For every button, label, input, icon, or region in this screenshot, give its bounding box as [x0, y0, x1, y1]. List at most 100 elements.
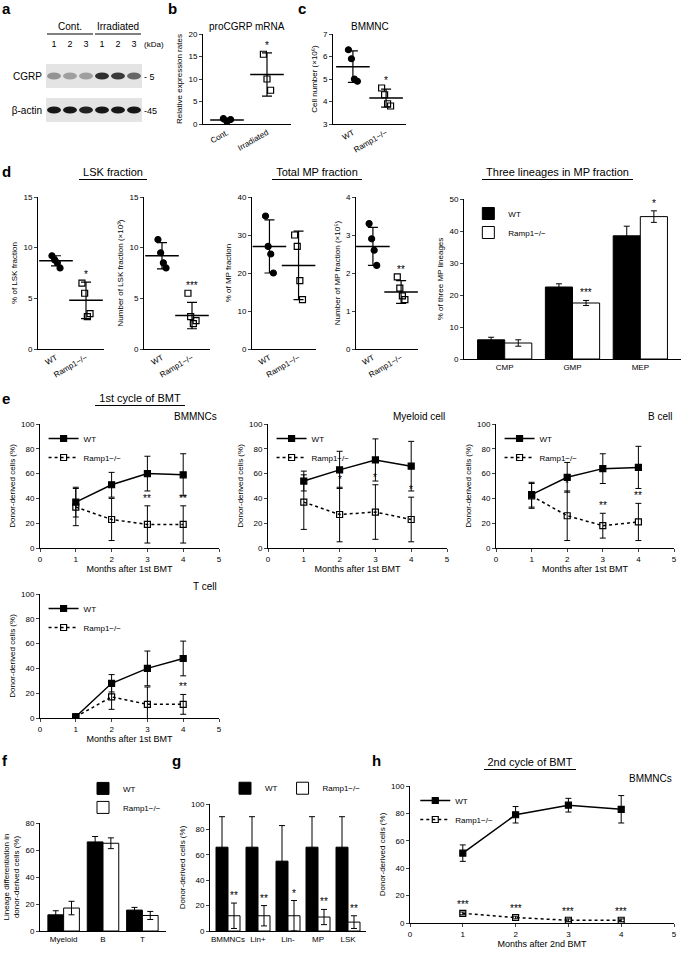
svg-text:Number of LSK fraction (×10³): Number of LSK fraction (×10³): [116, 219, 125, 326]
svg-text:20: 20: [195, 901, 204, 910]
svg-text:30: 30: [237, 231, 246, 240]
svg-text:5: 5: [217, 555, 222, 564]
svg-text:***: ***: [457, 899, 469, 910]
svg-text:2: 2: [115, 39, 120, 49]
svg-text:*: *: [409, 484, 413, 495]
svg-text:5: 5: [134, 294, 139, 303]
svg-text:50: 50: [449, 195, 458, 204]
svg-text:Months after 1st BMT: Months after 1st BMT: [86, 564, 173, 574]
svg-text:GMP: GMP: [563, 363, 581, 372]
svg-text:0: 0: [408, 930, 413, 939]
svg-text:Donor-derived cells (%): Donor-derived cells (%): [236, 444, 245, 528]
svg-text:4: 4: [346, 193, 351, 202]
svg-text:0: 0: [494, 555, 499, 564]
svg-text:MEP: MEP: [632, 363, 649, 372]
svg-text:BMMNCs: BMMNCs: [211, 935, 245, 944]
svg-text:15: 15: [188, 52, 197, 61]
svg-text:Donor-derived cells (%): Donor-derived cells (%): [8, 614, 17, 698]
svg-text:1: 1: [74, 725, 79, 734]
svg-text:-45: -45: [144, 106, 157, 116]
svg-text:60: 60: [481, 469, 490, 478]
svg-text:80: 80: [25, 615, 34, 624]
svg-text:WT: WT: [123, 785, 136, 794]
svg-text:0: 0: [30, 927, 35, 936]
svg-text:20: 20: [395, 891, 404, 900]
svg-text:CGRP: CGRP: [13, 71, 42, 82]
svg-text:Ramp1−/−: Ramp1−/−: [123, 804, 161, 813]
svg-text:2: 2: [109, 555, 114, 564]
svg-text:100: 100: [477, 420, 491, 429]
svg-text:Donor-derived cells (%): Donor-derived cells (%): [8, 444, 17, 528]
svg-text:Months after 1st BMT: Months after 1st BMT: [314, 564, 401, 574]
svg-text:3: 3: [323, 120, 328, 129]
svg-text:5: 5: [672, 930, 677, 939]
svg-text:Ramp1−/−: Ramp1−/−: [352, 128, 389, 155]
svg-text:10: 10: [449, 323, 458, 332]
svg-text:60: 60: [253, 469, 262, 478]
svg-text:0: 0: [258, 544, 263, 553]
svg-text:100: 100: [391, 782, 405, 791]
svg-text:0: 0: [200, 927, 205, 936]
svg-text:Ramp1−/−: Ramp1−/−: [540, 454, 578, 463]
svg-text:4: 4: [181, 725, 186, 734]
svg-text:80: 80: [253, 445, 262, 454]
svg-text:100: 100: [249, 420, 263, 429]
svg-text:B cell: B cell: [648, 411, 672, 422]
svg-text:3: 3: [373, 555, 378, 564]
svg-text:15: 15: [129, 193, 138, 202]
svg-text:7: 7: [323, 30, 328, 39]
svg-text:20: 20: [25, 519, 34, 528]
svg-text:40: 40: [395, 864, 404, 873]
svg-text:4: 4: [323, 97, 328, 106]
svg-text:0: 0: [193, 120, 198, 129]
svg-text:2: 2: [565, 555, 570, 564]
svg-text:Lineage differentiation indono: Lineage differentiation indonor-derived …: [2, 833, 21, 920]
svg-text:80: 80: [195, 825, 204, 834]
svg-text:0: 0: [242, 345, 247, 354]
svg-text:**: **: [634, 490, 642, 501]
svg-text:40: 40: [25, 494, 34, 503]
svg-text:WT: WT: [312, 435, 325, 444]
svg-text:1: 1: [461, 930, 466, 939]
svg-text:WT: WT: [341, 128, 356, 142]
svg-text:Myeloid cell: Myeloid cell: [393, 411, 445, 422]
svg-text:3: 3: [601, 555, 606, 564]
svg-text:BMMNC: BMMNC: [351, 21, 389, 32]
svg-text:4: 4: [636, 555, 641, 564]
svg-text:1: 1: [51, 39, 56, 49]
svg-text:0: 0: [454, 355, 459, 364]
svg-text:5: 5: [217, 725, 222, 734]
svg-text:% of LSK fraction: % of LSK fraction: [10, 242, 19, 304]
svg-text:Lin-: Lin-: [281, 935, 295, 944]
svg-text:Lin+: Lin+: [250, 935, 266, 944]
svg-text:Irradiated: Irradiated: [236, 128, 270, 153]
svg-text:0: 0: [30, 714, 35, 723]
svg-text:40: 40: [25, 873, 34, 882]
svg-text:2: 2: [346, 269, 351, 278]
svg-text:60: 60: [25, 846, 34, 855]
svg-text:Ramp1−/−: Ramp1−/−: [158, 353, 195, 380]
svg-text:10: 10: [129, 243, 138, 252]
svg-text:WT: WT: [257, 353, 272, 367]
svg-text:100: 100: [191, 800, 205, 809]
svg-text:20: 20: [481, 519, 490, 528]
svg-text:WT: WT: [540, 435, 553, 444]
svg-text:B: B: [100, 935, 105, 944]
svg-text:***: ***: [562, 906, 574, 917]
svg-text:***: ***: [510, 903, 522, 914]
svg-text:*: *: [84, 269, 88, 280]
svg-text:5: 5: [193, 97, 198, 106]
svg-text:10: 10: [237, 307, 246, 316]
svg-text:2: 2: [337, 555, 342, 564]
svg-text:80: 80: [25, 819, 34, 828]
svg-text:β-actin: β-actin: [12, 105, 42, 116]
svg-text:80: 80: [395, 809, 404, 818]
svg-text:15: 15: [23, 193, 32, 202]
svg-text:Donor-derived cells (%): Donor-derived cells (%): [378, 812, 387, 896]
svg-text:T cell: T cell: [193, 581, 217, 592]
svg-text:Ramp1−/−: Ramp1−/−: [52, 353, 89, 380]
svg-text:1: 1: [346, 307, 351, 316]
svg-text:4: 4: [181, 555, 186, 564]
svg-text:20: 20: [25, 689, 34, 698]
svg-text:5: 5: [323, 75, 328, 84]
